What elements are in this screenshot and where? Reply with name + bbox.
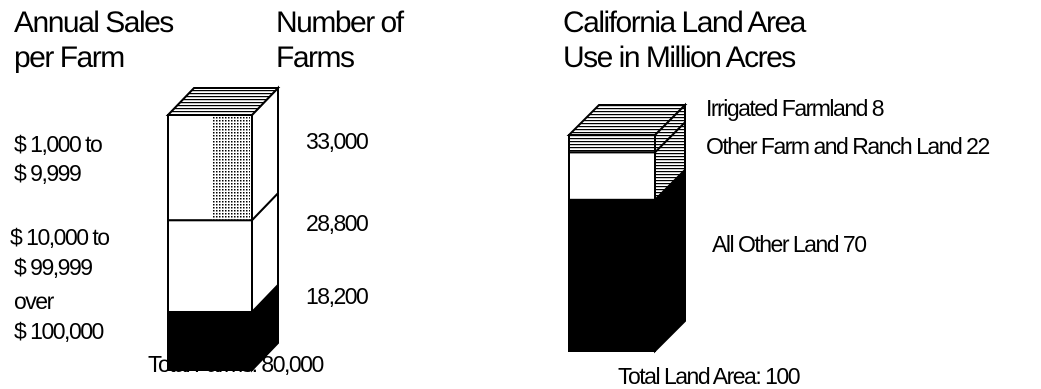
land-heading-line2: Use in Million Acres: [563, 41, 796, 74]
farms-segment-over-100000: [167, 310, 253, 371]
land-segment-all-other-land: [568, 198, 656, 352]
land-segment-irrigated-farmland: [568, 134, 656, 154]
farms-category-label-3b: $ 100,000: [14, 318, 104, 344]
farms-category-label-2a: $ 10,000 to: [10, 224, 110, 250]
farms-value-label-3: 18,200: [306, 283, 369, 309]
farms-heading-count-line1: Number of: [276, 6, 404, 39]
farms-category-label-3a: over: [14, 288, 54, 314]
farms-heading-count-line2: Farms: [276, 41, 355, 74]
land-heading-line1: California Land Area: [563, 6, 806, 39]
land-label-all-other: All Other Land 70: [712, 231, 867, 257]
land-label-other-farm: Other Farm and Ranch Land 22: [706, 133, 990, 159]
land-side-all-other-land: [654, 167, 686, 354]
land-top-face: [566, 104, 688, 136]
farms-category-label-2b: $ 99,999: [14, 254, 93, 280]
farms-category-label-1a: $ 1,000 to: [14, 131, 103, 157]
land-segment-other-farm-ranch: [568, 151, 656, 201]
farms-heading-sales-line1: Annual Sales: [14, 6, 174, 39]
farms-value-label-1: 33,000: [306, 128, 369, 154]
farms-segment-1000-9999-texture: [212, 116, 250, 220]
farms-segment-10000-99999: [167, 219, 253, 313]
farms-top-face: [165, 87, 281, 116]
farms-category-label-1b: $ 9,999: [14, 160, 82, 186]
land-stacked-bar: [566, 102, 688, 354]
farms-stacked-bar: [165, 85, 281, 373]
farms-value-label-2: 28,800: [306, 210, 369, 236]
land-label-irrigated: Irrigated Farmland 8: [706, 95, 885, 121]
land-total-label: Total Land Area: 100: [618, 363, 801, 389]
farms-heading-sales-line2: per Farm: [14, 41, 125, 74]
